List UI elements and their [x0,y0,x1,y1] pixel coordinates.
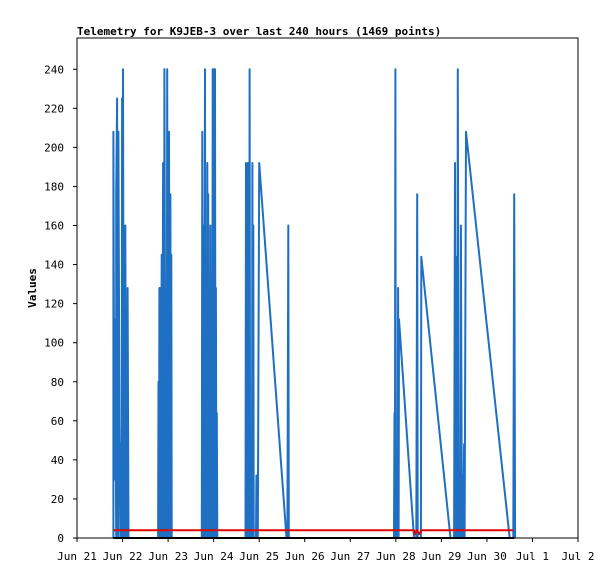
x-tick-label: Jun 28 [376,550,416,563]
y-tick-label: 0 [57,532,64,545]
y-tick-label: 60 [51,415,64,428]
y-tick-label: 240 [44,63,64,76]
chart-title: Telemetry for K9JEB-3 over last 240 hour… [77,25,441,38]
y-tick-label: 200 [44,141,64,154]
y-tick-label: 220 [44,102,64,115]
series-line-2 [113,529,514,536]
x-tick-label: Jul 2 [561,550,594,563]
x-tick-label: Jun 30 [467,550,507,563]
x-tick-label: Jun 26 [285,550,325,563]
y-tick-label: 40 [51,454,64,467]
x-tick-label: Jun 22 [103,550,143,563]
y-tick-label: 180 [44,180,64,193]
x-tick-label: Jun 24 [194,550,234,563]
x-tick-label: Jun 21 [57,550,97,563]
y-tick-label: 160 [44,220,64,233]
y-tick-label: 20 [51,493,64,506]
y-tick-label: 80 [51,376,64,389]
y-tick-label: 100 [44,337,64,350]
y-axis: 0 20 40 60 80 100 120 140 160 180 200 220 240 [44,63,77,545]
x-tick-label: Jun 25 [239,550,279,563]
y-axis-title: Values [26,268,39,308]
plot-content [112,68,517,539]
series-line-1 [112,68,517,539]
y-tick-label: 140 [44,259,64,272]
x-axis: Jun 21 Jun 22 Jun 23 Jun 24 Jun 25 Jun 26 Jun … [57,538,595,563]
x-tick-label: Jul 1 [516,550,549,563]
plot-frame [76,37,579,539]
y-tick-label: 120 [44,298,64,311]
x-tick-label: Jun 29 [421,550,461,563]
x-tick-label: Jun 23 [148,550,188,563]
x-tick-label: Jun 27 [330,550,370,563]
